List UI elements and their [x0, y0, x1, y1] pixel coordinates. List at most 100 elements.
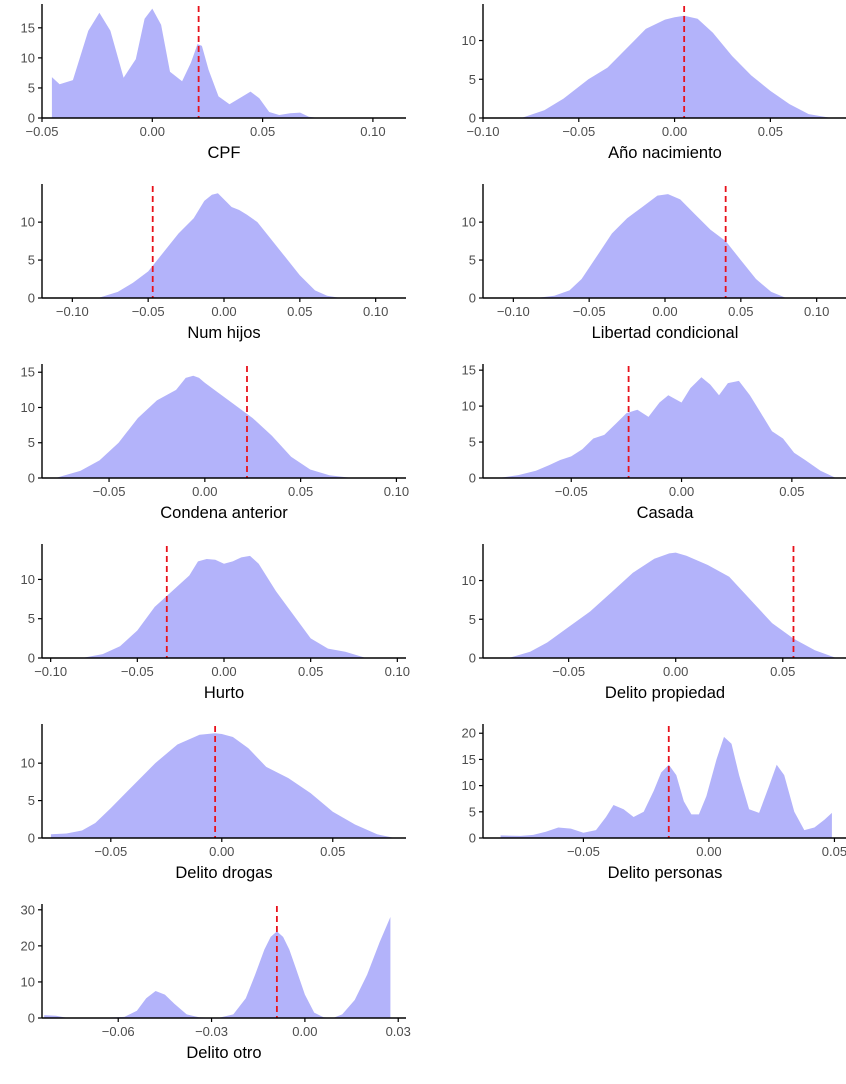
y-tick-label: 0: [28, 1011, 35, 1026]
x-axis-title: Casada: [637, 504, 695, 522]
y-tick-label: 0: [28, 651, 35, 666]
y-tick-label: 10: [21, 215, 35, 230]
y-tick-label: 20: [21, 938, 35, 953]
x-tick-label: 0.00: [662, 124, 687, 139]
y-tick-label: 5: [28, 80, 35, 95]
density-area: [51, 8, 319, 119]
y-tick-label: 5: [28, 253, 35, 268]
y-tick-label: 0: [28, 111, 35, 126]
density-panel: 0 5 10 15 −0.05 0.00 0.05 Casada: [462, 363, 846, 522]
density-panel: 0 5 10 −0.05 0.00 0.05 Delito drogas: [21, 724, 406, 882]
x-tick-label: −0.05: [132, 304, 165, 319]
y-tick-label: 30: [21, 902, 35, 917]
density-area: [508, 552, 837, 658]
density-panel: 0 5 10 −0.10 −0.05 0.00 0.05 Año nacimiento: [462, 4, 846, 162]
density-area: [500, 736, 832, 838]
density-panel: 0 5 10 15 −0.05 0.00 0.05 0.10 Condena anterior: [21, 364, 409, 522]
y-tick-label: 0: [469, 831, 476, 846]
y-tick-label: 0: [28, 831, 35, 846]
x-tick-label: 0.10: [804, 304, 829, 319]
y-tick-label: 15: [462, 363, 476, 378]
y-tick-label: 20: [462, 726, 476, 741]
x-tick-label: −0.05: [555, 484, 588, 499]
y-tick-label: 0: [28, 471, 35, 486]
x-tick-label: 0.05: [320, 844, 345, 859]
x-tick-label: 0.10: [363, 304, 388, 319]
x-tick-label: 0.05: [770, 664, 795, 679]
y-tick-label: 10: [462, 215, 476, 230]
density-area: [55, 375, 353, 478]
x-tick-label: 0.00: [663, 664, 688, 679]
x-tick-label: 0.05: [288, 484, 313, 499]
density-area: [50, 733, 395, 838]
y-tick-label: 5: [469, 612, 476, 627]
x-tick-label: 0.05: [298, 664, 323, 679]
y-tick-label: 5: [28, 435, 35, 450]
x-tick-label: 0.00: [292, 1024, 317, 1039]
x-tick-label: −0.06: [102, 1024, 135, 1039]
y-tick-label: 10: [462, 399, 476, 414]
x-tick-label: −0.10: [497, 304, 530, 319]
y-tick-label: 10: [462, 778, 476, 793]
density-panel: 0 5 10 −0.05 0.00 0.05 Delito propiedad: [462, 544, 846, 702]
y-tick-label: 10: [21, 756, 35, 771]
density-area: [98, 193, 341, 298]
density-panel: 0 5 10 −0.10 −0.05 0.00 0.05 0.10 Hurto: [21, 544, 410, 702]
y-tick-label: 10: [21, 974, 35, 989]
x-tick-label: 0.05: [250, 124, 275, 139]
y-tick-label: 10: [21, 50, 35, 65]
x-tick-label: 0.05: [779, 484, 804, 499]
x-tick-label: −0.10: [467, 124, 500, 139]
x-tick-label: 0.00: [211, 304, 236, 319]
x-tick-label: 0.00: [192, 484, 217, 499]
density-panel: 0 5 10 −0.10 −0.05 0.00 0.05 0.10 Num hijos: [21, 184, 406, 342]
x-tick-label: 0.10: [360, 124, 385, 139]
x-tick-label: 0.00: [209, 844, 234, 859]
x-tick-label: −0.05: [567, 844, 600, 859]
x-tick-label: 0.03: [386, 1024, 411, 1039]
x-axis-title: Num hijos: [187, 324, 260, 342]
y-tick-label: 0: [28, 291, 35, 306]
density-area: [536, 194, 787, 298]
x-tick-label: −0.05: [562, 124, 595, 139]
density-panel: 0 5 10 15 20 −0.05 0.00 0.05 Delito personas: [462, 724, 846, 882]
density-panel: 0 10 20 30 −0.06 −0.03 0.00 0.03 Delito otro: [21, 902, 411, 1062]
x-tick-label: 0.05: [758, 124, 783, 139]
x-axis-title: Libertad condicional: [592, 324, 739, 342]
x-tick-label: −0.05: [93, 484, 126, 499]
y-tick-label: 15: [462, 752, 476, 767]
x-tick-label: −0.05: [26, 124, 59, 139]
y-tick-label: 10: [462, 573, 476, 588]
y-tick-label: 15: [21, 365, 35, 380]
y-tick-label: 0: [469, 651, 476, 666]
x-tick-label: −0.03: [195, 1024, 228, 1039]
x-tick-label: −0.05: [573, 304, 606, 319]
density-panel: 0 5 10 15 −0.05 0.00 0.05 0.10 CPF: [21, 4, 406, 162]
y-tick-label: 5: [28, 611, 35, 626]
x-tick-label: 0.10: [384, 484, 409, 499]
x-tick-label: 0.10: [385, 664, 410, 679]
x-tick-label: 0.05: [822, 844, 846, 859]
x-tick-label: 0.05: [728, 304, 753, 319]
x-tick-label: 0.00: [140, 124, 165, 139]
x-axis-title: CPF: [208, 144, 241, 162]
y-tick-label: 10: [21, 400, 35, 415]
x-tick-label: −0.05: [94, 844, 127, 859]
density-area: [498, 377, 836, 478]
y-tick-label: 0: [469, 291, 476, 306]
x-tick-label: 0.00: [696, 844, 721, 859]
density-panel: 0 5 10 −0.10 −0.05 0.00 0.05 0.10 Libertad condi…: [462, 184, 846, 342]
x-tick-label: 0.00: [211, 664, 236, 679]
y-tick-label: 10: [462, 33, 476, 48]
x-axis-title: Delito otro: [186, 1044, 261, 1062]
y-tick-label: 5: [469, 804, 476, 819]
x-tick-label: −0.10: [56, 304, 89, 319]
x-axis-title: Hurto: [204, 684, 244, 702]
x-axis-title: Delito personas: [608, 864, 723, 882]
x-tick-label: 0.00: [669, 484, 694, 499]
y-tick-label: 5: [28, 793, 35, 808]
x-axis-title: Delito propiedad: [605, 684, 725, 702]
y-tick-label: 5: [469, 72, 476, 87]
x-axis-title: Año nacimiento: [608, 144, 722, 162]
